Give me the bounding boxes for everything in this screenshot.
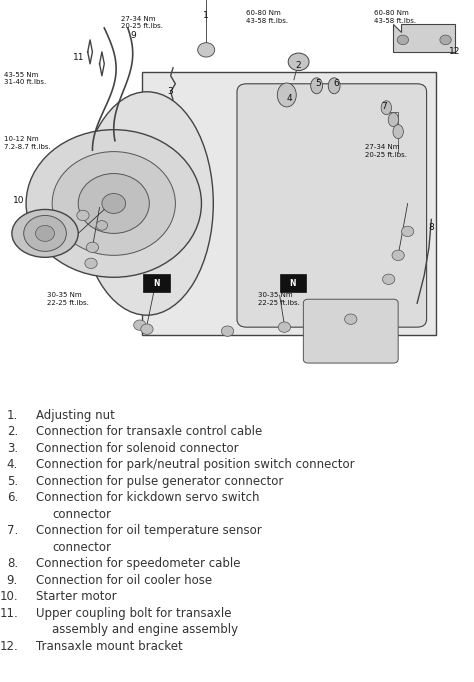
Ellipse shape — [388, 113, 399, 127]
Circle shape — [383, 274, 395, 284]
Text: 9.: 9. — [7, 574, 18, 587]
Text: 27-34 Nm
20-25 ft.lbs.: 27-34 Nm 20-25 ft.lbs. — [121, 16, 163, 29]
Text: Transaxle mount bracket: Transaxle mount bracket — [36, 640, 183, 653]
Text: 1.: 1. — [7, 409, 18, 422]
Text: 3: 3 — [167, 87, 173, 96]
FancyBboxPatch shape — [303, 299, 398, 363]
Circle shape — [134, 320, 146, 330]
Text: 10.: 10. — [0, 591, 18, 604]
Text: 10-12 Nm
7.2-8.7 ft.lbs.: 10-12 Nm 7.2-8.7 ft.lbs. — [4, 136, 51, 150]
FancyBboxPatch shape — [280, 274, 306, 292]
FancyBboxPatch shape — [237, 84, 427, 327]
Text: Connection for kickdown servo switch: Connection for kickdown servo switch — [36, 492, 259, 505]
Circle shape — [52, 151, 175, 255]
Text: 6.: 6. — [7, 492, 18, 505]
Circle shape — [392, 250, 404, 261]
Circle shape — [440, 35, 451, 45]
Text: Connection for transaxle control cable: Connection for transaxle control cable — [36, 426, 262, 439]
Text: 11: 11 — [73, 53, 84, 62]
Text: 30-35 Nm
22-25 ft.lbs.: 30-35 Nm 22-25 ft.lbs. — [258, 292, 300, 306]
Circle shape — [288, 53, 309, 71]
Text: Connection for pulse generator connector: Connection for pulse generator connector — [36, 475, 283, 488]
Circle shape — [278, 322, 291, 332]
Ellipse shape — [12, 209, 78, 257]
Ellipse shape — [311, 78, 322, 93]
Text: 60-80 Nm
43-58 ft.lbs.: 60-80 Nm 43-58 ft.lbs. — [374, 10, 417, 24]
Text: 1: 1 — [203, 12, 209, 20]
Text: 7: 7 — [381, 102, 387, 111]
Ellipse shape — [393, 125, 403, 138]
Text: assembly and engine assembly: assembly and engine assembly — [52, 623, 238, 636]
Text: Connection for park/neutral position switch connector: Connection for park/neutral position swi… — [36, 458, 355, 471]
Circle shape — [77, 210, 89, 221]
Text: 30-35 Nm
22-25 ft.lbs.: 30-35 Nm 22-25 ft.lbs. — [47, 292, 89, 306]
Circle shape — [221, 326, 234, 336]
Text: 27-34 Nm
20-25 ft.lbs.: 27-34 Nm 20-25 ft.lbs. — [365, 145, 407, 158]
Text: N: N — [153, 279, 160, 288]
Circle shape — [102, 194, 126, 213]
FancyBboxPatch shape — [143, 274, 170, 292]
Text: 12.: 12. — [0, 640, 18, 653]
Text: connector: connector — [52, 541, 111, 554]
Text: 2: 2 — [296, 61, 301, 70]
Text: 4: 4 — [286, 93, 292, 103]
Text: Connection for solenoid connector: Connection for solenoid connector — [36, 442, 238, 455]
Text: 8: 8 — [428, 223, 434, 232]
Text: 3.: 3. — [7, 442, 18, 455]
Text: 10: 10 — [13, 196, 25, 205]
Polygon shape — [393, 24, 455, 52]
FancyBboxPatch shape — [142, 72, 436, 335]
Text: 8.: 8. — [7, 557, 18, 570]
Text: Connection for speedometer cable: Connection for speedometer cable — [36, 557, 240, 570]
Text: 60-80 Nm
43-58 ft.lbs.: 60-80 Nm 43-58 ft.lbs. — [246, 10, 289, 24]
Text: 9: 9 — [131, 31, 137, 40]
Text: 6: 6 — [334, 79, 339, 88]
Ellipse shape — [81, 92, 213, 315]
Circle shape — [85, 258, 97, 269]
Ellipse shape — [277, 83, 296, 107]
Circle shape — [141, 324, 153, 334]
Text: N: N — [290, 279, 296, 288]
Circle shape — [198, 43, 215, 57]
Text: Connection for oil temperature sensor: Connection for oil temperature sensor — [36, 524, 262, 537]
Text: 12: 12 — [449, 46, 461, 55]
Circle shape — [397, 35, 409, 45]
Circle shape — [36, 226, 55, 241]
Text: Starter motor: Starter motor — [36, 591, 117, 604]
Text: Adjusting nut: Adjusting nut — [36, 409, 115, 422]
Circle shape — [401, 226, 414, 237]
Ellipse shape — [328, 78, 340, 93]
Text: 7.: 7. — [7, 524, 18, 537]
Text: connector: connector — [52, 508, 111, 521]
Text: 43-55 Nm
31-40 ft.lbs.: 43-55 Nm 31-40 ft.lbs. — [4, 72, 46, 85]
Circle shape — [86, 242, 99, 252]
Text: 5.: 5. — [7, 475, 18, 488]
Circle shape — [24, 216, 66, 252]
Circle shape — [78, 173, 149, 233]
Text: Connection for oil cooler hose: Connection for oil cooler hose — [36, 574, 212, 587]
Text: 2.: 2. — [7, 426, 18, 439]
Text: Upper coupling bolt for transaxle: Upper coupling bolt for transaxle — [36, 607, 231, 620]
Text: 4.: 4. — [7, 458, 18, 471]
Ellipse shape — [381, 101, 392, 115]
Text: 5: 5 — [316, 79, 321, 88]
Circle shape — [26, 130, 201, 278]
Circle shape — [96, 221, 108, 231]
Circle shape — [345, 314, 357, 325]
Text: 11.: 11. — [0, 607, 18, 620]
